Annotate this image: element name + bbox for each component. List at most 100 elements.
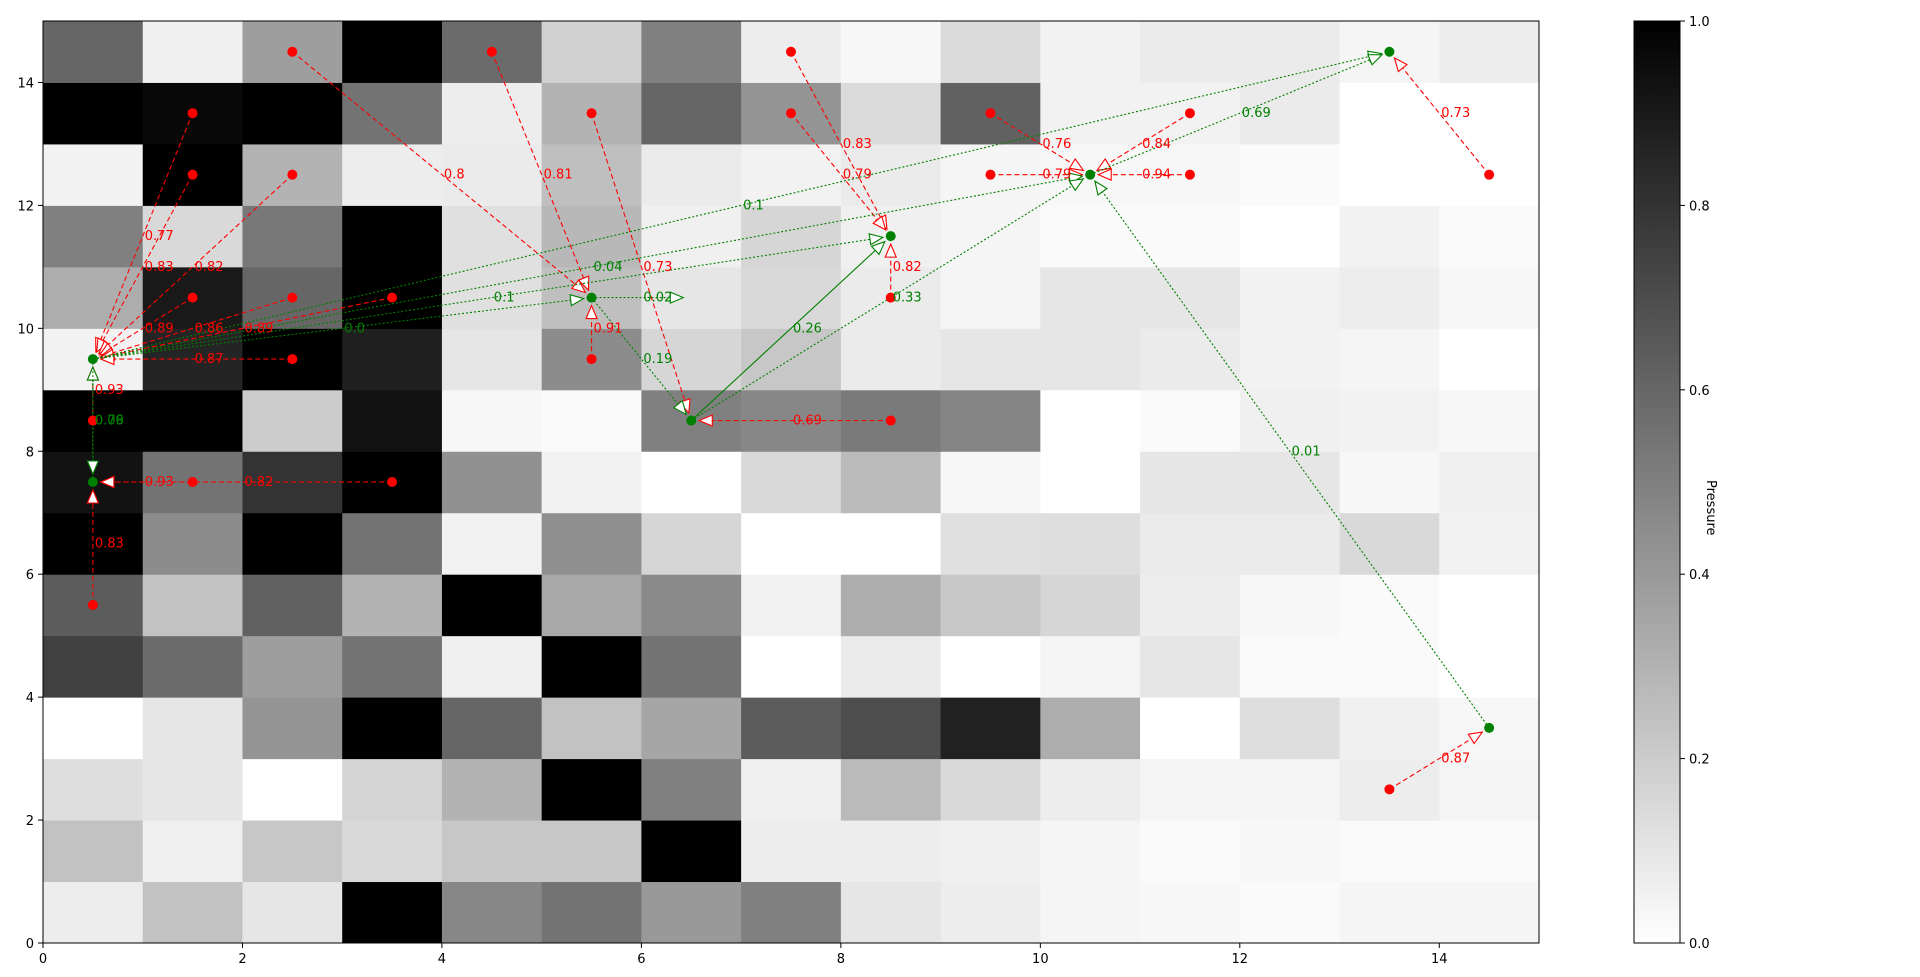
heatmap-cell xyxy=(1140,21,1241,83)
x-tick-label: 2 xyxy=(238,952,246,967)
heatmap-cell xyxy=(940,574,1041,637)
source-node xyxy=(786,46,796,57)
edge-line xyxy=(990,112,1073,165)
heatmap-cell xyxy=(441,389,543,452)
heatmap-cell xyxy=(441,328,543,391)
heatmap-cell xyxy=(1339,328,1440,391)
heatmap-cell xyxy=(1040,574,1141,637)
y-tick-label: 2 xyxy=(26,814,34,829)
heatmap-cell xyxy=(441,820,543,883)
edge-weight-label: 0.69 xyxy=(793,414,822,429)
heatmap-cell xyxy=(342,205,443,268)
source-node xyxy=(387,292,398,303)
edge-weight-label: 0.04 xyxy=(594,260,623,275)
heatmap-cell xyxy=(840,21,942,83)
edge-weight-label: 0.69 xyxy=(1242,106,1271,121)
edge-line xyxy=(110,297,193,349)
heatmap-cell xyxy=(342,635,443,698)
heatmap-cell xyxy=(342,881,443,944)
edge-arrowhead xyxy=(1367,54,1384,66)
heatmap-cell xyxy=(342,328,443,391)
edge-weight-label: 0.87 xyxy=(195,352,224,367)
heatmap-cell xyxy=(541,21,642,83)
heatmap-cell xyxy=(1439,820,1540,883)
heatmap-cell xyxy=(1239,820,1341,883)
edge-weight-label: 0.82 xyxy=(244,475,273,490)
heatmap-cell xyxy=(1439,205,1540,268)
heatmap-cell xyxy=(242,205,343,268)
heatmap-cell xyxy=(342,143,443,206)
heatmap-cell xyxy=(741,512,842,575)
edge-line xyxy=(1389,738,1472,790)
edge-line xyxy=(100,112,194,340)
heatmap-cell xyxy=(242,512,343,575)
heatmap-cell xyxy=(43,820,144,883)
hub-node xyxy=(586,292,597,303)
heatmap-cell xyxy=(541,389,642,452)
source-node xyxy=(486,46,497,57)
colorbar-gradient xyxy=(1633,20,1681,944)
edge-weight-label: 0.81 xyxy=(544,168,573,183)
heatmap-cell xyxy=(242,389,343,452)
heatmap-cell xyxy=(342,758,443,821)
edge-weight-label: 0.82 xyxy=(195,260,224,275)
heatmap-cell xyxy=(1439,512,1540,575)
plot-frame xyxy=(42,20,1540,944)
hub-node xyxy=(87,477,98,487)
heatmap-cell xyxy=(142,574,243,637)
heatmap-cell xyxy=(1439,635,1540,698)
heatmap-cell xyxy=(1040,389,1141,452)
heatmap-cell xyxy=(641,512,742,575)
source-node xyxy=(187,477,198,487)
edge-weight-label: 0.83 xyxy=(145,260,174,275)
hub-node xyxy=(1384,46,1395,57)
source-node xyxy=(1184,169,1195,180)
heatmap-cell xyxy=(1040,697,1141,760)
edge-line xyxy=(1402,67,1490,176)
heatmap-cell xyxy=(541,758,642,821)
heatmap-cell xyxy=(541,881,642,944)
edge-weight-label: 0.77 xyxy=(145,229,174,244)
heatmap-cell xyxy=(940,881,1041,944)
heatmap-cell xyxy=(741,266,842,329)
edge-arrowhead xyxy=(585,304,598,320)
heatmap-cell xyxy=(641,205,742,268)
heatmap-cell xyxy=(1140,820,1241,883)
heatmap-cell xyxy=(1239,266,1341,329)
colorbar-tick-label: 0.6 xyxy=(1689,384,1710,399)
heatmap-cell xyxy=(541,205,642,268)
heatmap-cell xyxy=(940,389,1041,452)
heatmap-cell xyxy=(1140,389,1241,452)
source-node xyxy=(187,292,198,303)
edge-line xyxy=(690,185,1073,422)
heatmap-cell xyxy=(342,820,443,883)
heatmap-cell xyxy=(441,635,543,698)
heatmap-cell xyxy=(441,574,543,637)
heatmap-cell xyxy=(1040,21,1141,83)
heatmap-cell xyxy=(1439,328,1540,391)
heatmap-cell xyxy=(641,820,742,883)
heatmap-cell xyxy=(940,758,1041,821)
heatmap-cell xyxy=(641,881,742,944)
source-node xyxy=(885,415,896,426)
edge-weight-label: 0.89 xyxy=(145,321,174,336)
heatmap-cell xyxy=(1140,512,1241,575)
source-node xyxy=(985,169,996,180)
heatmap-cell xyxy=(242,758,343,821)
heatmap-cell xyxy=(142,389,243,452)
x-tick-label: 8 xyxy=(837,952,845,967)
colorbar-tick-label: 0.2 xyxy=(1689,753,1710,768)
heatmap-cell xyxy=(840,635,942,698)
y-tick-label: 6 xyxy=(26,568,34,583)
heatmap-cell xyxy=(1439,758,1540,821)
heatmap-cell xyxy=(1439,389,1540,452)
colorbar-tick-label: 1.0 xyxy=(1689,15,1710,30)
heatmap-cell xyxy=(1439,574,1540,637)
heatmap-cell xyxy=(242,574,343,637)
heatmap-cell xyxy=(940,451,1041,514)
edge-weight-label: 0.83 xyxy=(95,536,124,551)
heatmap-cell xyxy=(1239,574,1341,637)
hub-node xyxy=(686,415,697,426)
edge-weight-label: 0.0 xyxy=(344,321,365,336)
heatmap-cell xyxy=(142,512,243,575)
